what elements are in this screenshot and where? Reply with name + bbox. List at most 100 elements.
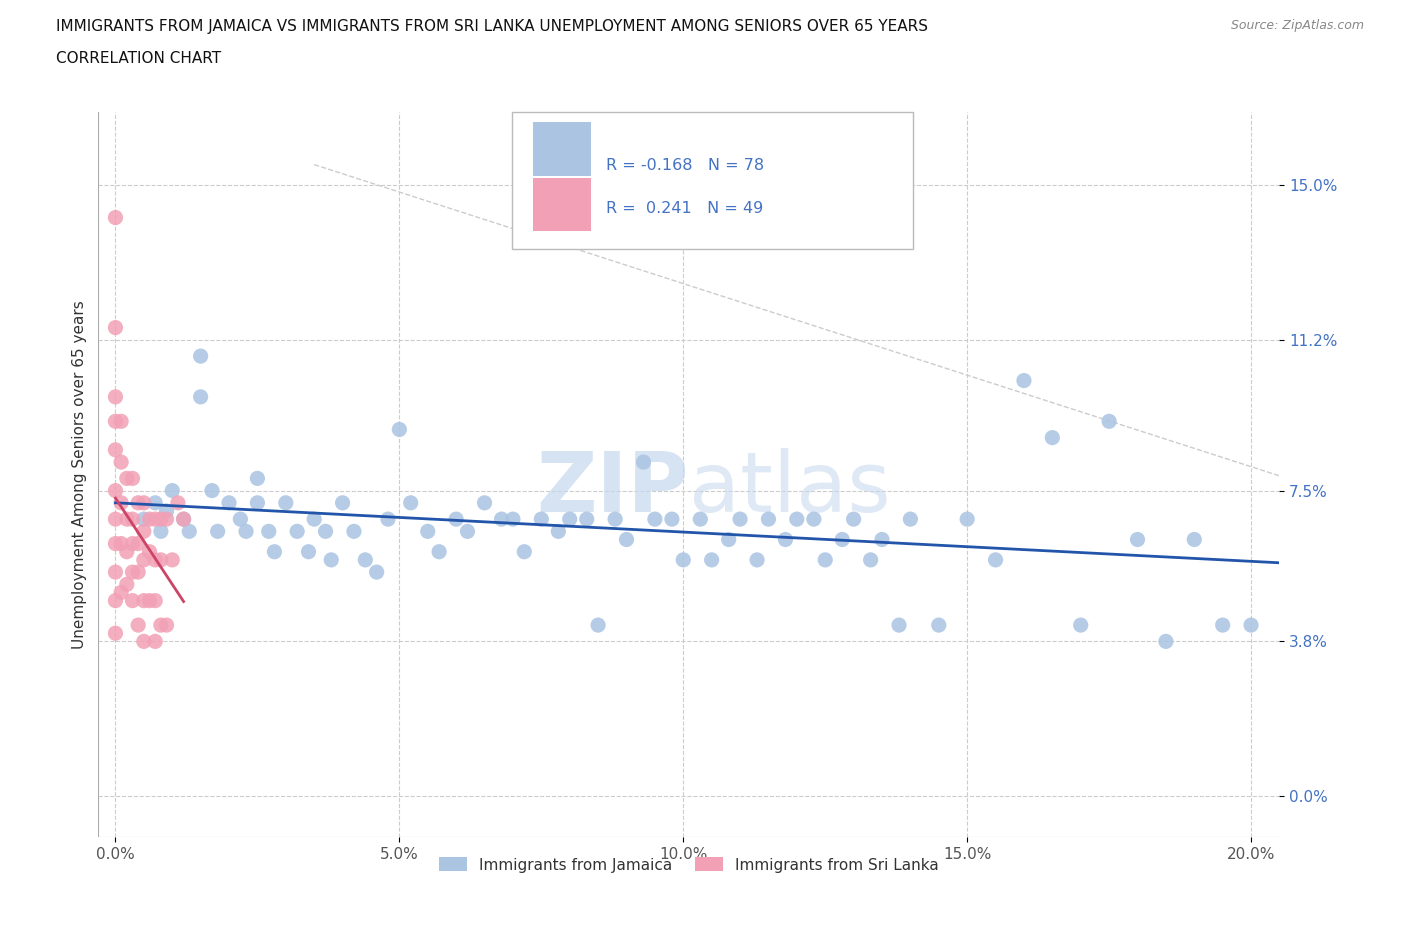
Point bbox=[900, 512, 922, 526]
Text: atlas: atlas bbox=[689, 448, 890, 529]
Point bbox=[127, 496, 149, 511]
Point bbox=[1098, 414, 1121, 429]
Point bbox=[104, 484, 127, 498]
Point bbox=[887, 618, 910, 632]
Point bbox=[110, 536, 132, 551]
Point bbox=[814, 552, 837, 567]
Point bbox=[121, 593, 143, 608]
Point bbox=[263, 544, 285, 559]
Point bbox=[246, 471, 269, 485]
Point bbox=[104, 390, 127, 405]
Point bbox=[427, 544, 450, 559]
Point bbox=[491, 512, 513, 526]
Point bbox=[104, 593, 127, 608]
Point bbox=[115, 544, 138, 559]
Point bbox=[127, 618, 149, 632]
Point bbox=[633, 455, 655, 470]
Point bbox=[1240, 618, 1263, 632]
FancyBboxPatch shape bbox=[512, 112, 914, 249]
Point bbox=[558, 512, 581, 526]
Point bbox=[297, 544, 319, 559]
Point bbox=[121, 471, 143, 485]
Point bbox=[474, 496, 496, 511]
FancyBboxPatch shape bbox=[533, 178, 591, 232]
Point bbox=[616, 532, 638, 547]
Point bbox=[235, 524, 257, 538]
Point bbox=[457, 524, 479, 538]
Point bbox=[143, 593, 166, 608]
Point bbox=[121, 512, 143, 526]
Point bbox=[700, 552, 723, 567]
Point bbox=[132, 552, 155, 567]
Point bbox=[1126, 532, 1149, 547]
Point bbox=[190, 390, 212, 405]
Point bbox=[110, 455, 132, 470]
Point bbox=[1154, 634, 1177, 649]
Point bbox=[315, 524, 337, 538]
Point bbox=[388, 422, 411, 437]
Point bbox=[605, 512, 627, 526]
Point bbox=[775, 532, 797, 547]
Point bbox=[831, 532, 853, 547]
Point bbox=[127, 565, 149, 579]
Point bbox=[190, 349, 212, 364]
Point bbox=[586, 618, 609, 632]
Point bbox=[104, 210, 127, 225]
Point bbox=[143, 552, 166, 567]
Point bbox=[149, 512, 172, 526]
Point bbox=[132, 512, 155, 526]
Point bbox=[956, 512, 979, 526]
Point bbox=[173, 512, 195, 526]
Point bbox=[859, 552, 882, 567]
Point bbox=[758, 512, 780, 526]
Point bbox=[110, 496, 132, 511]
Point bbox=[354, 552, 377, 567]
Point bbox=[149, 524, 172, 538]
Point bbox=[366, 565, 388, 579]
Point bbox=[257, 524, 280, 538]
Point bbox=[717, 532, 740, 547]
Point bbox=[138, 593, 160, 608]
Point bbox=[104, 626, 127, 641]
Point bbox=[132, 496, 155, 511]
Text: ZIP: ZIP bbox=[537, 448, 689, 529]
Point bbox=[143, 496, 166, 511]
Point bbox=[149, 618, 172, 632]
Point bbox=[285, 524, 308, 538]
Point bbox=[115, 512, 138, 526]
Point bbox=[132, 524, 155, 538]
Point bbox=[155, 512, 177, 526]
Point bbox=[1070, 618, 1092, 632]
Point bbox=[1182, 532, 1205, 547]
Point bbox=[155, 618, 177, 632]
Point bbox=[201, 484, 224, 498]
Point bbox=[110, 585, 132, 600]
Point bbox=[728, 512, 751, 526]
Point bbox=[377, 512, 399, 526]
Point bbox=[104, 414, 127, 429]
Point bbox=[155, 503, 177, 518]
Point bbox=[104, 320, 127, 335]
Point bbox=[162, 552, 183, 567]
Point bbox=[416, 524, 439, 538]
Point bbox=[167, 496, 190, 511]
Point bbox=[173, 512, 195, 526]
Text: CORRELATION CHART: CORRELATION CHART bbox=[56, 51, 221, 66]
Point bbox=[575, 512, 598, 526]
Point bbox=[132, 593, 155, 608]
Point bbox=[132, 634, 155, 649]
Point bbox=[104, 565, 127, 579]
Point bbox=[672, 552, 695, 567]
Point bbox=[127, 536, 149, 551]
Point bbox=[143, 634, 166, 649]
Point bbox=[1212, 618, 1234, 632]
Legend: Immigrants from Jamaica, Immigrants from Sri Lanka: Immigrants from Jamaica, Immigrants from… bbox=[432, 850, 946, 880]
Point bbox=[218, 496, 240, 511]
Text: R = -0.168   N = 78: R = -0.168 N = 78 bbox=[606, 158, 765, 173]
Point bbox=[121, 565, 143, 579]
Point bbox=[513, 544, 536, 559]
Point bbox=[143, 512, 166, 526]
Point bbox=[928, 618, 950, 632]
Point bbox=[207, 524, 229, 538]
Text: Source: ZipAtlas.com: Source: ZipAtlas.com bbox=[1230, 19, 1364, 32]
